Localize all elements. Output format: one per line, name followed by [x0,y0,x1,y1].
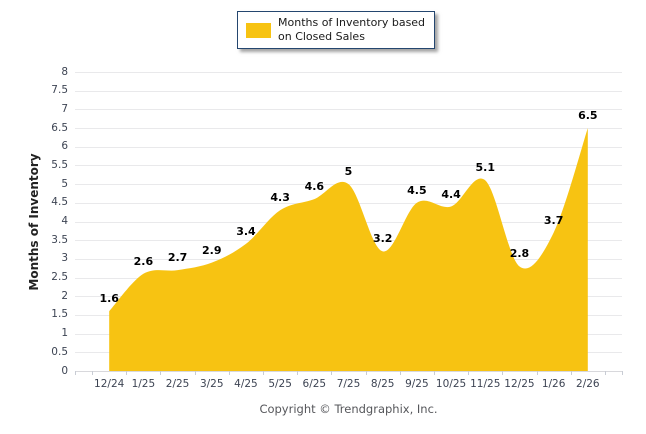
data-label: 4.3 [270,191,290,205]
y-tick-label: 0 [61,364,68,377]
legend-label: Months of Inventory based on Closed Sale… [278,16,426,43]
data-label: 3.4 [236,224,256,238]
data-label: 2.9 [202,243,222,257]
x-tick-label: 2/25 [165,378,190,390]
y-tick-label: 1.5 [51,308,68,321]
y-tick-label: 6.5 [51,121,68,134]
y-tick-label: 4 [61,215,68,227]
x-tick-label: 10/25 [435,378,467,390]
data-label: 6.5 [578,109,598,123]
y-tick-label: 7.5 [51,84,68,97]
y-tick-label: 2 [61,289,68,302]
inventory-area-series [109,128,588,371]
x-tick-label: 11/25 [470,378,501,390]
data-label: 4.4 [441,187,461,201]
x-tick-label: 8/25 [370,378,395,390]
x-tick-label: 12/25 [504,378,535,390]
y-tick-label: 7 [61,102,68,115]
x-tick-label: 6/25 [302,378,327,390]
data-label: 5.1 [475,161,496,175]
data-label: 5 [344,165,353,179]
y-tick-label: 4.5 [51,196,68,209]
data-label: 2.6 [133,254,154,268]
data-label: 3.2 [372,232,393,246]
data-label: 2.7 [167,251,188,265]
data-label: 3.7 [543,213,564,227]
legend: Months of Inventory based on Closed Sale… [237,11,436,49]
x-tick-label: 4/25 [234,378,258,390]
y-tick-label: 5 [61,177,68,190]
x-tick-label: 7/25 [336,378,361,390]
y-tick-label: 0.5 [51,345,68,358]
y-tick-label: 1 [61,327,68,340]
y-tick-label: 6 [61,140,68,153]
x-tick-label: 5/25 [268,378,292,390]
x-tick-label: 1/25 [131,378,156,390]
y-tick-label: 5.5 [51,158,68,171]
legend-swatch-icon [246,22,271,38]
copyright-text: Copyright © Trendgraphix, Inc. [259,402,438,416]
x-tick-label: 12/24 [94,378,125,390]
data-label: 2.8 [509,247,530,261]
data-label: 1.6 [99,292,119,306]
y-tick-label: 8 [61,65,68,78]
data-label: 4.5 [407,183,427,197]
x-tick-label: 1/26 [541,378,566,390]
y-tick-label: 2.5 [51,271,68,284]
x-tick-label: 3/25 [199,378,224,390]
y-tick-label: 3.5 [51,233,68,246]
data-label: 4.6 [304,180,325,194]
y-tick-label: 3 [61,252,68,265]
x-tick-label: 9/25 [405,378,429,390]
x-tick-label: 2/26 [576,378,600,390]
